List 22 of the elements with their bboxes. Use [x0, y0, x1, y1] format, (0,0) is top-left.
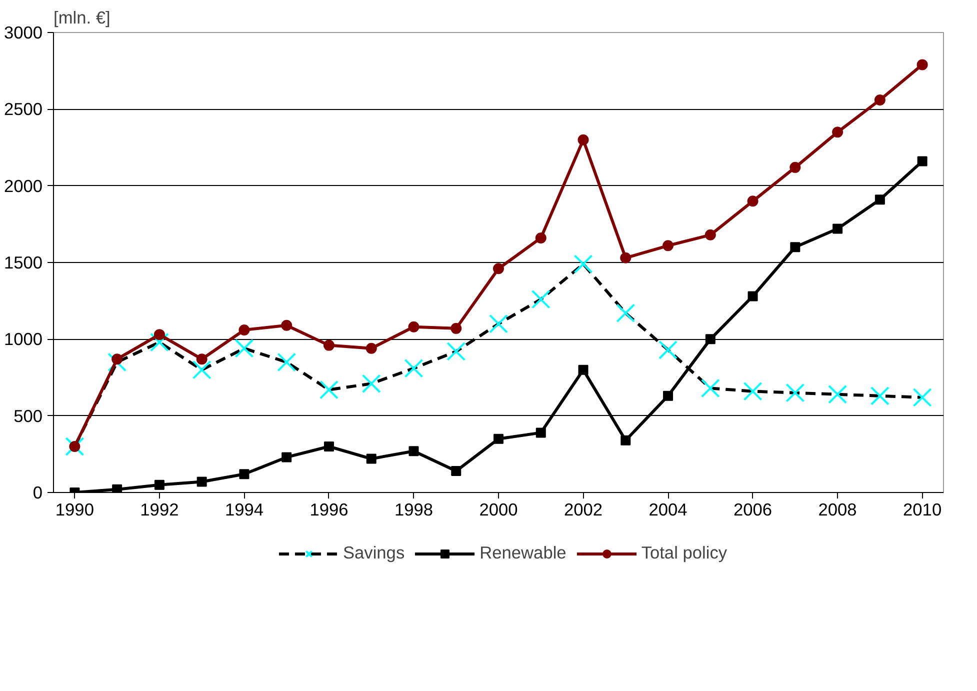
legend-label: Renewable — [480, 542, 566, 564]
y-tick-label: 0 — [32, 482, 43, 502]
x-tick-label: 2006 — [734, 500, 772, 520]
y-tick-label: 3000 — [4, 22, 43, 42]
legend-label: Savings — [342, 542, 405, 564]
y-tick-label: 2000 — [4, 176, 43, 196]
x-tick-label: 2008 — [818, 500, 857, 520]
y-tick-label: 2500 — [4, 99, 43, 120]
x-tick-label: 2000 — [479, 500, 518, 520]
x-tick-label: 1994 — [224, 500, 264, 520]
legend-label: Total policy — [641, 542, 728, 564]
y-tick-label: 1000 — [4, 329, 43, 350]
x-tick-label: 2004 — [648, 500, 688, 520]
y-tick-label: 500 — [14, 406, 43, 426]
x-tick-label: 1996 — [310, 500, 348, 520]
x-tick-label: 1992 — [140, 500, 179, 520]
y-axis-title: [mln. €] — [54, 8, 110, 28]
x-tick-label: 1990 — [55, 500, 94, 520]
y-tick-label: 1500 — [4, 252, 43, 272]
x-tick-label: 2010 — [903, 500, 942, 520]
x-tick-label: 2002 — [564, 500, 603, 520]
x-tick-label: 1998 — [394, 500, 434, 520]
